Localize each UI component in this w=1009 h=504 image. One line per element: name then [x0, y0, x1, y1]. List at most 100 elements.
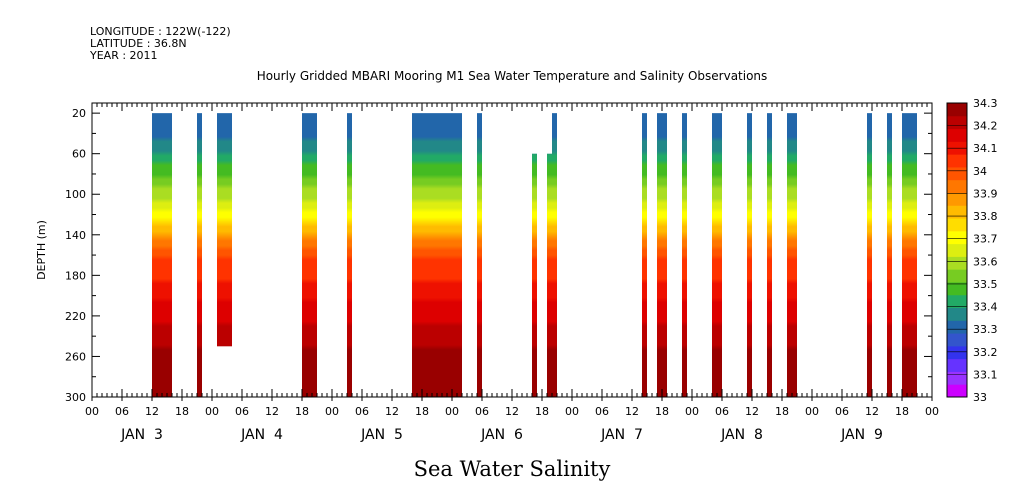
x-tick-label: 06	[715, 405, 729, 418]
data-column	[347, 113, 352, 397]
colorbar-swatch	[947, 218, 967, 232]
colorbar-swatch	[947, 166, 967, 181]
longitude-label: LONGITUDE : 122W(-122)	[90, 25, 231, 38]
colorbar-swatch	[947, 243, 967, 257]
x-tick-label: 12	[145, 405, 159, 418]
x-tick-label: 00	[325, 405, 339, 418]
data-column	[682, 113, 687, 397]
x-day-label: JAN 8	[720, 427, 763, 443]
data-column	[657, 113, 667, 397]
data-column	[787, 113, 797, 397]
colorbar-swatch	[947, 307, 967, 321]
colorbar-swatch	[947, 371, 967, 385]
x-tick-label: 00	[565, 405, 579, 418]
x-tick-label: 18	[655, 405, 669, 418]
colorbar-swatch	[947, 154, 967, 168]
colorbar-label: 34.3	[973, 97, 998, 110]
data-column	[302, 113, 317, 397]
data-column	[412, 113, 462, 397]
x-tick-label: 18	[415, 405, 429, 418]
colorbar-swatch	[947, 358, 967, 372]
colorbar-swatch	[947, 230, 967, 245]
y-tick-label: 140	[65, 229, 86, 242]
x-day-label: JAN 9	[840, 427, 883, 443]
colorbar-label: 34	[973, 165, 987, 178]
colorbar-swatch	[947, 192, 967, 206]
data-column	[712, 113, 722, 397]
colorbar-label: 33.1	[973, 368, 998, 381]
data-column	[767, 113, 772, 397]
colorbar-swatch	[947, 333, 967, 347]
data-column	[747, 113, 752, 397]
chart-title: Hourly Gridded MBARI Mooring M1 Sea Wate…	[257, 69, 768, 83]
x-tick-label: 12	[505, 405, 519, 418]
y-tick-label: 300	[65, 391, 86, 404]
colorbar-label: 33	[973, 391, 987, 404]
x-tick-label: 18	[895, 405, 909, 418]
colorbar-swatch	[947, 269, 967, 283]
colorbar-label: 33.3	[973, 323, 998, 336]
colorbar-swatch	[947, 115, 967, 130]
data-column	[887, 113, 892, 397]
colorbar: 34.3 34.2 34.1 34 33.9 33.8 33.7 33.6 33.5 33.4 33…	[946, 97, 998, 404]
data-column	[197, 113, 202, 397]
colorbar-swatch	[947, 294, 967, 309]
data-column	[642, 113, 647, 397]
colorbar-label: 34.1	[973, 142, 998, 155]
colorbar-swatch	[947, 320, 967, 334]
x-tick-label: 00	[205, 405, 219, 418]
colorbar-label: 34.2	[973, 120, 998, 133]
colorbar-label: 33.5	[973, 278, 998, 291]
y-tick-label: 100	[65, 188, 86, 201]
y-tick-label: 220	[65, 310, 86, 323]
colorbar-swatch	[947, 256, 967, 270]
x-tick-label: 00	[685, 405, 699, 418]
x-tick-label: 18	[535, 405, 549, 418]
x-tick-label: 06	[235, 405, 249, 418]
x-tick-label: 12	[265, 405, 279, 418]
colorbar-swatch	[947, 384, 967, 398]
y-axis-label: DEPTH (m)	[35, 220, 48, 280]
data-column	[547, 153, 552, 397]
x-tick-label: 12	[385, 405, 399, 418]
x-day-label: JAN 7	[600, 427, 643, 443]
colorbar-swatch	[947, 345, 967, 360]
x-tick-label: 06	[115, 405, 129, 418]
x-tick-label: 06	[355, 405, 369, 418]
y-tick-label: 60	[72, 148, 86, 161]
variable-title: Sea Water Salinity	[414, 457, 611, 481]
x-day-label: JAN 6	[480, 427, 523, 443]
data-column	[532, 153, 537, 397]
x-tick-label: 00	[85, 405, 99, 418]
data-column	[552, 113, 557, 397]
data-column	[902, 113, 917, 397]
x-tick-label: 18	[775, 405, 789, 418]
data-column	[867, 113, 872, 397]
x-tick-label: 06	[595, 405, 609, 418]
year-label: YEAR : 2011	[89, 49, 158, 62]
colorbar-swatch	[947, 281, 967, 296]
y-tick-label: 180	[65, 269, 86, 282]
x-day-label: JAN 5	[360, 427, 403, 443]
x-tick-label: 06	[835, 405, 849, 418]
colorbar-label: 33.8	[973, 210, 998, 223]
x-day-label: JAN 4	[240, 427, 283, 443]
x-tick-label: 12	[745, 405, 759, 418]
colorbar-swatch	[947, 128, 967, 142]
x-tick-label: 06	[475, 405, 489, 418]
x-day-label: JAN 3	[120, 427, 163, 443]
x-tick-label: 00	[925, 405, 939, 418]
colorbar-swatch	[947, 179, 967, 193]
x-tick-label: 18	[175, 405, 189, 418]
data-column	[152, 113, 172, 397]
latitude-label: LATITUDE : 36.8N	[90, 37, 187, 50]
colorbar-swatch	[947, 205, 967, 219]
x-tick-label: 00	[445, 405, 459, 418]
y-tick-label: 260	[65, 350, 86, 363]
x-tick-label: 00	[805, 405, 819, 418]
colorbar-label: 33.7	[973, 233, 998, 246]
data-column	[477, 113, 482, 397]
x-tick-label: 18	[295, 405, 309, 418]
